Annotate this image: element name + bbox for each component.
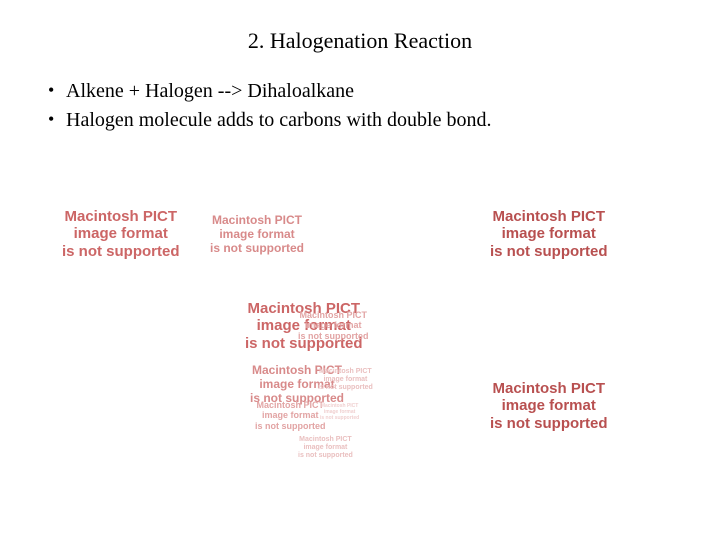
bullet-dot-icon: • [48, 78, 66, 102]
pict-placeholder: Macintosh PICT image format is not suppo… [320, 404, 359, 421]
pict-placeholder: Macintosh PICT image format is not suppo… [490, 208, 608, 260]
bullet-text: Alkene + Halogen --> Dihaloalkane [66, 78, 354, 105]
pict-placeholder: Macintosh PICT image format is not suppo… [210, 214, 304, 255]
pict-placeholder: Macintosh PICT image format is not suppo… [298, 310, 369, 341]
pict-placeholder: Macintosh PICT image format is not suppo… [318, 368, 373, 392]
pict-placeholder: Macintosh PICT image format is not suppo… [62, 208, 180, 260]
pict-placeholder: Macintosh PICT image format is not suppo… [255, 400, 326, 431]
pict-placeholder: Macintosh PICT image format is not suppo… [298, 436, 353, 460]
slide-title: 2. Halogenation Reaction [0, 28, 720, 54]
bullet-text: Halogen molecule adds to carbons with do… [66, 107, 491, 134]
list-item: • Alkene + Halogen --> Dihaloalkane [48, 78, 688, 105]
bullet-dot-icon: • [48, 107, 66, 131]
bullet-list: • Alkene + Halogen --> Dihaloalkane • Ha… [48, 78, 688, 136]
pict-placeholder: Macintosh PICT image format is not suppo… [490, 380, 608, 432]
list-item: • Halogen molecule adds to carbons with … [48, 107, 688, 134]
